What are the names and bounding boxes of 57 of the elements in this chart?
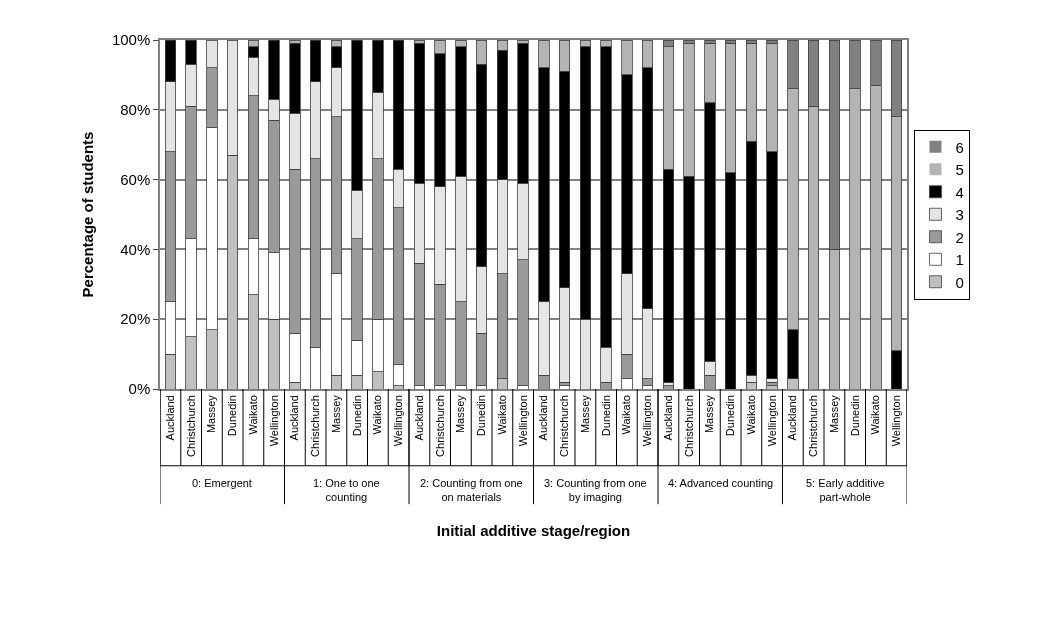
y-tick-label: 20% (120, 310, 151, 328)
x-tick-label: Wellington (392, 395, 405, 447)
x-tick-label: Christchurch (184, 395, 197, 457)
x-tick-label: Christchurch (682, 395, 695, 457)
x-tick-label: Massey (454, 394, 467, 434)
x-tick-label: Dunedin (350, 395, 363, 437)
x-tick-label: Wellington (765, 395, 778, 447)
legend-label: 1 (955, 251, 964, 269)
legend-label: 6 (955, 138, 964, 156)
x-tick-label: Waikato (495, 395, 508, 435)
y-axis-title: Percentage of students (78, 131, 96, 298)
x-tick-label: Auckland (537, 395, 550, 441)
x-tick-label: Christchurch (558, 395, 571, 457)
x-tick-label: Wellington (516, 395, 529, 447)
x-tick-label: Massey (329, 394, 342, 434)
text: 3: Counting from one by imaging (544, 477, 647, 504)
text: 5: Early additive part-whole (806, 477, 885, 504)
x-tick-label: Christchurch (309, 395, 322, 457)
x-tick-label: Auckland (288, 395, 301, 441)
x-tick-label: Wellington (267, 395, 280, 447)
y-tick-label: 100% (111, 31, 151, 49)
text: 1: One to one counting (313, 477, 380, 504)
legend-label: 0 (955, 273, 964, 291)
x-tick-label: Wellington (641, 395, 654, 447)
x-tick-label: Massey (827, 394, 840, 434)
x-tick-label: Waikato (620, 395, 633, 435)
x-tick-label: Waikato (869, 395, 882, 435)
text: 0: Emergent (192, 477, 252, 489)
x-axis-title: Initial additive stage/region (436, 522, 631, 540)
legend-label: 3 (955, 206, 964, 224)
y-tick-label: 80% (120, 101, 151, 119)
x-tick-label: Christchurch (433, 395, 446, 457)
legend-label: 5 (955, 161, 964, 179)
x-tick-label: Wellington (890, 395, 903, 447)
y-tick-label: 60% (120, 170, 151, 188)
x-tick-label: Massey (578, 394, 591, 434)
x-tick-label: Waikato (246, 395, 259, 435)
text: 4: Advanced counting (668, 477, 774, 489)
legend-label: 2 (955, 228, 964, 246)
x-tick-label: Dunedin (475, 395, 488, 437)
x-tick-label: Dunedin (724, 395, 737, 437)
x-tick-label: Massey (205, 394, 218, 434)
x-tick-label: Auckland (163, 395, 176, 441)
y-tick-label: 40% (120, 240, 151, 258)
x-tick-label: Waikato (371, 395, 384, 435)
x-tick-label: Dunedin (599, 395, 612, 437)
x-tick-label: Waikato (744, 395, 757, 435)
x-tick-label: Auckland (786, 395, 799, 441)
x-tick-label: Auckland (661, 395, 674, 441)
x-tick-label: Auckland (412, 395, 425, 441)
x-tick-label: Dunedin (848, 395, 861, 437)
x-tick-label: Dunedin (226, 395, 239, 437)
y-tick-label: 0% (128, 380, 151, 398)
x-tick-label: Christchurch (807, 395, 820, 457)
legend-label: 4 (955, 183, 964, 201)
x-tick-label: Massey (703, 394, 716, 434)
text: 2: Counting from one on materials (420, 477, 523, 504)
